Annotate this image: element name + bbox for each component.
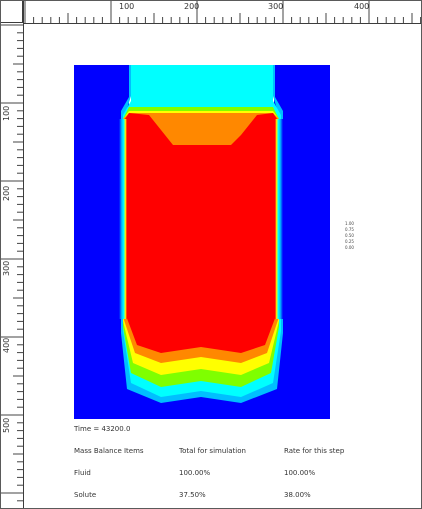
row-rate: 100.00% — [284, 469, 316, 477]
ruler-label-100: 100 — [119, 2, 135, 11]
report-time-row: Time = 43200.0 — [74, 425, 374, 447]
table-row: Solute 37.50% 38.00% — [74, 491, 374, 508]
legend-label-4: 0.25 — [345, 239, 354, 244]
time-label: Time = 43200.0 — [74, 425, 131, 433]
header-items: Mass Balance Items — [74, 447, 144, 455]
color-legend: 1.00 0.75 0.50 0.25 0.00 — [345, 221, 357, 263]
row-label: Solute — [74, 491, 97, 499]
ruler-label-400: 400 — [354, 2, 370, 11]
row-total: 100.00% — [179, 469, 211, 477]
row-label: Fluid — [74, 469, 91, 477]
plume-right-edge-gradient — [275, 119, 283, 319]
legend-label-3: 0.50 — [345, 233, 354, 238]
table-row: Fluid 100.00% 100.00% — [74, 469, 374, 491]
legend-label-5: 0.00 — [345, 245, 354, 250]
plume-left-edge-gradient — [119, 119, 127, 319]
ruler-label-300: 300 — [268, 2, 284, 11]
row-total: 37.50% — [179, 491, 206, 499]
legend-label-1: 1.00 — [345, 221, 354, 226]
plume-red-core — [125, 113, 277, 353]
horizontal-ruler[interactable]: 100 200 300 400 — [1, 1, 421, 24]
header-rate: Rate for this step — [284, 447, 345, 455]
header-total: Total for simulation — [179, 447, 246, 455]
report-header-row: Mass Balance Items Total for simulation … — [74, 447, 374, 469]
ruler-corner — [1, 1, 23, 23]
legend-label-2: 0.75 — [345, 227, 354, 232]
horizontal-ruler-ticks — [24, 1, 421, 23]
row-rate: 38.00% — [284, 491, 311, 499]
vertical-ruler-ticks — [1, 24, 23, 502]
ruler-label-200: 200 — [184, 2, 200, 11]
mass-balance-report: Time = 43200.0 Mass Balance Items Total … — [74, 425, 374, 508]
vertical-ruler[interactable]: 100 200 300 400 500 — [1, 1, 24, 508]
